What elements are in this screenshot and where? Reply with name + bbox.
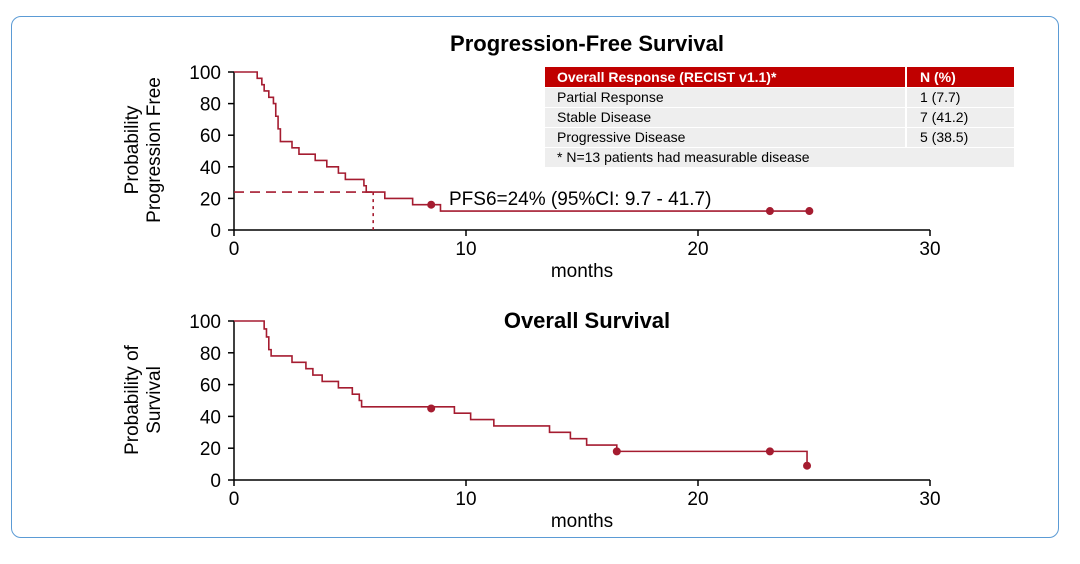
pfs-censor-mark bbox=[427, 200, 436, 209]
table-cell: 5 (38.5) bbox=[920, 129, 968, 145]
os-censor-marks bbox=[427, 404, 812, 470]
figure-frame bbox=[11, 16, 1059, 538]
os-y-tick-label: 40 bbox=[200, 407, 221, 428]
table-cell: 1 (7.7) bbox=[920, 89, 960, 105]
pfs-y-label: Probability Progression Free bbox=[122, 77, 165, 223]
table-footnote-bg bbox=[545, 148, 1014, 167]
pfs-censor-mark bbox=[765, 207, 774, 216]
pfs-x-tick-label: 0 bbox=[229, 239, 240, 260]
pfs-y-tick-label: 60 bbox=[200, 126, 221, 147]
os-panel: Overall Survival Probability of Survival… bbox=[122, 308, 941, 532]
table-row-bg bbox=[545, 128, 905, 147]
pfs-axes: 0 10 20 30 0 20 40 60 80 100 bbox=[189, 63, 940, 260]
pfs-y-label-line1: Probability bbox=[122, 105, 143, 194]
os-censor-mark bbox=[427, 404, 436, 413]
os-title: Overall Survival bbox=[504, 308, 670, 333]
pfs-x-tick-label: 30 bbox=[919, 239, 940, 260]
os-censor-mark bbox=[765, 447, 774, 456]
os-y-tick-label: 60 bbox=[200, 376, 221, 397]
os-censor-mark bbox=[612, 447, 621, 456]
os-y-label: Probability of Survival bbox=[122, 344, 165, 455]
os-axes: 0 10 20 30 0 20 40 60 80 100 bbox=[189, 312, 940, 510]
table-header-response: Overall Response (RECIST v1.1)* bbox=[557, 69, 777, 85]
table-row-bg bbox=[907, 88, 1014, 107]
os-y-tick-label: 20 bbox=[200, 439, 221, 460]
table-cell: Stable Disease bbox=[557, 109, 651, 125]
table-header-n: N (%) bbox=[920, 69, 956, 85]
os-x-tick-label: 30 bbox=[919, 489, 940, 510]
pfs-censor-marks bbox=[427, 200, 814, 216]
pfs-censor-mark bbox=[805, 207, 814, 216]
table-row-bg bbox=[545, 88, 905, 107]
pfs-x-tick-label: 20 bbox=[687, 239, 708, 260]
os-x-tick-label: 10 bbox=[455, 489, 476, 510]
table-header-background bbox=[545, 67, 1014, 87]
pfs-panel: Progression-Free Survival Probability Pr… bbox=[122, 31, 1014, 282]
pfs-y-tick-label: 0 bbox=[210, 221, 221, 242]
os-y-tick-label: 100 bbox=[189, 312, 221, 333]
os-censor-mark bbox=[803, 461, 812, 470]
os-x-label: months bbox=[551, 511, 613, 532]
table-cell: Partial Response bbox=[557, 89, 664, 105]
pfs-y-tick-label: 40 bbox=[200, 158, 221, 179]
os-curve bbox=[234, 320, 808, 466]
os-x-tick-label: 20 bbox=[687, 489, 708, 510]
os-x-tick-label: 0 bbox=[229, 489, 240, 510]
pfs-x-label: months bbox=[551, 261, 613, 282]
pfs-curve bbox=[234, 71, 810, 212]
os-y-label-line1: Probability of bbox=[122, 344, 143, 455]
pfs-y-tick-label: 20 bbox=[200, 189, 221, 210]
table-footnote: * N=13 patients had measurable disease bbox=[557, 149, 810, 165]
response-table: Overall Response (RECIST v1.1)* N (%) Pa… bbox=[545, 67, 1014, 167]
table-row-bg bbox=[545, 108, 905, 127]
pfs-y-tick-label: 80 bbox=[200, 95, 221, 116]
pfs-annotation: PFS6=24% (95%CI: 9.7 - 41.7) bbox=[449, 189, 711, 210]
pfs-y-tick-label: 100 bbox=[189, 63, 221, 84]
table-row-bg bbox=[907, 108, 1014, 127]
os-y-tick-label: 80 bbox=[200, 344, 221, 365]
table-row-bg bbox=[907, 128, 1014, 147]
pfs-y-label-line2: Progression Free bbox=[144, 77, 165, 223]
pfs-reference-lines bbox=[234, 191, 375, 230]
pfs-x-tick-label: 10 bbox=[455, 239, 476, 260]
table-cell: Progressive Disease bbox=[557, 129, 686, 145]
pfs-title: Progression-Free Survival bbox=[450, 31, 724, 56]
table-cell: 7 (41.2) bbox=[920, 109, 968, 125]
os-y-tick-label: 0 bbox=[210, 471, 221, 492]
os-y-label-line2: Survival bbox=[144, 366, 165, 434]
